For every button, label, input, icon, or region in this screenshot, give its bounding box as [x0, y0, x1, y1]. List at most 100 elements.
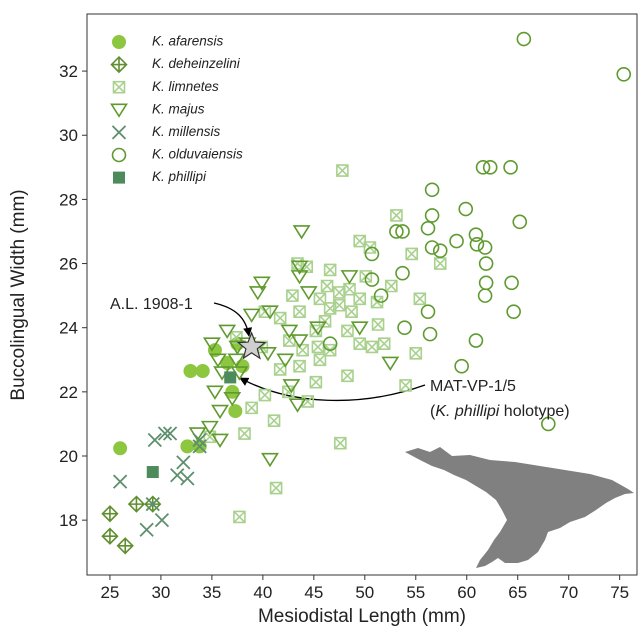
- point: [261, 452, 279, 468]
- point: [336, 164, 349, 177]
- x-tick-label: 30: [151, 583, 170, 602]
- point: [101, 505, 119, 523]
- point: [345, 305, 358, 318]
- point: [313, 292, 327, 306]
- point: [116, 537, 134, 555]
- point: [127, 495, 146, 513]
- point: [458, 201, 474, 217]
- annotation-star: [236, 331, 267, 360]
- point: [503, 160, 518, 175]
- point: [139, 522, 154, 537]
- annotation-arrow: [239, 377, 426, 402]
- point: [381, 356, 400, 371]
- point: [209, 353, 227, 368]
- point: [309, 375, 323, 389]
- point: [422, 326, 438, 342]
- point: [389, 224, 404, 239]
- x-tick-label: 55: [406, 583, 425, 602]
- point: [267, 414, 281, 428]
- point: [269, 481, 283, 495]
- y-tick-label: 18: [59, 511, 78, 530]
- y-axis-title: Buccolingual Width (mm): [8, 189, 29, 400]
- point: [377, 337, 391, 351]
- point: [424, 208, 440, 223]
- series: [203, 164, 447, 524]
- point: [276, 353, 295, 368]
- point: [341, 369, 354, 383]
- point: [395, 265, 410, 281]
- point: [258, 388, 272, 402]
- point: [293, 359, 306, 373]
- point: [223, 391, 242, 407]
- annotation-text: K. phillipi: [435, 403, 499, 420]
- point: [371, 318, 385, 331]
- point: [318, 314, 332, 328]
- legend-marker: [111, 125, 127, 140]
- annotation-label: (K. phillipi holotype): [430, 403, 570, 420]
- point: [512, 214, 528, 230]
- point: [424, 182, 440, 198]
- point: [235, 359, 250, 374]
- x-tick-label: 40: [253, 583, 272, 602]
- silhouette: [405, 447, 634, 568]
- legend-label: K. phillipi: [152, 169, 207, 184]
- x-tick-label: 45: [304, 583, 323, 602]
- point: [211, 404, 229, 420]
- point: [478, 275, 494, 291]
- point: [478, 256, 494, 271]
- point: [390, 209, 403, 222]
- series: [188, 225, 400, 468]
- point: [385, 279, 398, 293]
- point: [334, 436, 347, 450]
- point: [233, 510, 246, 524]
- point: [228, 340, 247, 355]
- point: [176, 455, 191, 470]
- point: [292, 225, 311, 240]
- point: [252, 276, 271, 291]
- point: [420, 304, 436, 319]
- point: [506, 304, 521, 319]
- point: [248, 286, 267, 301]
- point: [353, 292, 367, 306]
- point: [313, 353, 327, 367]
- series: [322, 31, 632, 432]
- point: [192, 439, 207, 454]
- point: [449, 233, 464, 249]
- point: [288, 398, 307, 413]
- point: [477, 240, 493, 255]
- y-tick-label: 28: [59, 190, 78, 209]
- point: [468, 227, 484, 242]
- point: [282, 379, 301, 394]
- x-tick-label: 50: [355, 583, 374, 602]
- point: [405, 247, 418, 261]
- point: [207, 343, 222, 358]
- x-tick-label: 75: [610, 583, 629, 602]
- y-tick-label: 22: [59, 383, 78, 402]
- point: [228, 404, 243, 419]
- y-tick-label: 24: [59, 319, 78, 338]
- point: [245, 401, 258, 415]
- legend-marker: [113, 171, 125, 184]
- point: [113, 441, 128, 456]
- legend-label: K. majus: [152, 101, 205, 116]
- point: [413, 292, 427, 306]
- x-tick-label: 60: [457, 583, 476, 602]
- point: [340, 270, 359, 285]
- point: [290, 334, 309, 349]
- point: [308, 321, 327, 336]
- point: [202, 337, 221, 352]
- legend-label: K. deheinzelini: [152, 56, 241, 71]
- legend-label: K. afarensis: [152, 34, 224, 49]
- point: [290, 260, 309, 275]
- point: [225, 384, 240, 399]
- point: [420, 220, 436, 236]
- point: [504, 275, 519, 291]
- point: [157, 426, 173, 441]
- point: [238, 427, 251, 440]
- point: [468, 333, 484, 348]
- point: [218, 324, 237, 339]
- point: [541, 416, 556, 432]
- point: [322, 336, 338, 352]
- x-tick-label: 25: [100, 583, 119, 602]
- legend-marker: [112, 80, 126, 94]
